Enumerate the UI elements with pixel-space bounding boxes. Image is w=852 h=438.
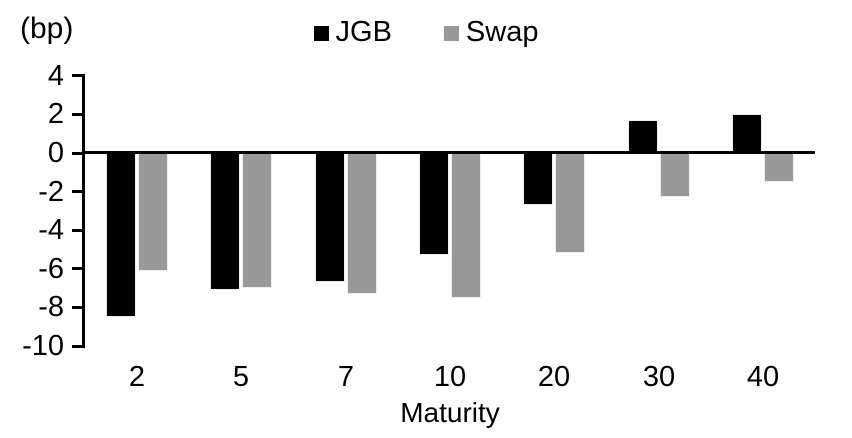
y-tick-label: 4 [47, 60, 64, 92]
x-tick-label: 20 [537, 361, 571, 393]
y-tick [72, 190, 83, 193]
y-tick [72, 152, 83, 155]
bar-jgb-20 [523, 153, 553, 205]
y-tick-label: 0 [47, 137, 64, 169]
legend-label-swap: Swap [465, 16, 539, 48]
bar-swap-20 [555, 153, 585, 253]
y-tick-label: -4 [38, 214, 64, 246]
y-tick [72, 345, 83, 348]
y-tick-label: -10 [22, 330, 64, 362]
bar-jgb-40 [732, 114, 762, 153]
chart-legend: JGB Swap [0, 16, 852, 48]
bar-swap-10 [451, 153, 481, 298]
x-tick-label: 10 [433, 361, 467, 393]
bar-swap-40 [764, 153, 794, 182]
bar-jgb-5 [210, 153, 240, 290]
legend-swatch-swap-icon [443, 25, 459, 41]
bar-swap-30 [660, 153, 690, 197]
x-tick-label: 40 [746, 361, 780, 393]
legend-swatch-jgb-icon [313, 25, 329, 41]
y-tick-label: -2 [38, 176, 64, 208]
legend-label-jgb: JGB [335, 16, 392, 48]
y-tick-label: -8 [38, 291, 64, 323]
x-tick-label: 30 [642, 361, 676, 393]
y-tick [72, 229, 83, 232]
legend-item-swap: Swap [443, 16, 539, 48]
bar-swap-7 [347, 153, 377, 294]
y-tick-label: 2 [47, 98, 64, 130]
y-axis-unit-label: (bp) [20, 12, 74, 45]
x-tick-label: 7 [337, 361, 355, 393]
y-axis-line [82, 74, 85, 348]
y-tick [72, 74, 83, 77]
bar-jgb-10 [419, 153, 449, 255]
zero-baseline [83, 151, 815, 154]
x-tick-label: 5 [232, 361, 250, 393]
bar-jgb-2 [106, 153, 136, 317]
bar-swap-5 [242, 153, 272, 288]
y-tick [72, 306, 83, 309]
legend-item-jgb: JGB [313, 16, 392, 48]
y-tick [72, 267, 83, 270]
y-tick [72, 113, 83, 116]
x-axis-title: Maturity [400, 397, 500, 428]
bar-swap-2 [138, 153, 168, 271]
y-tick-label: -6 [38, 253, 64, 285]
bar-jgb-7 [315, 153, 345, 282]
x-tick-label: 2 [128, 361, 146, 393]
bar-jgb-30 [628, 120, 658, 153]
